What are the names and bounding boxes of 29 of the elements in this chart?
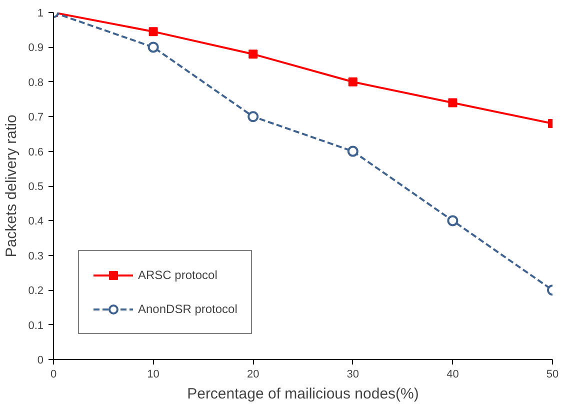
point [448, 98, 458, 108]
x-tick-label: 20 [246, 368, 260, 380]
x-tick-label: 40 [446, 368, 459, 380]
y-tick-label: 0.7 [28, 112, 44, 124]
point [148, 42, 159, 53]
y-tick-label: 0.9 [28, 42, 44, 54]
y-tick-label: 0.4 [28, 216, 44, 228]
legend-label: ARSC protocol [138, 268, 218, 282]
y-tick-label: 0 [37, 354, 44, 366]
point [148, 27, 158, 36]
point [347, 146, 358, 157]
y-tick-label: 0.8 [28, 76, 44, 89]
y-tick-label: 0.5 [28, 181, 44, 193]
x-tick-label: 50 [546, 368, 559, 380]
y-axis-title: Packets delivery ratio [3, 114, 20, 258]
x-tick-label: 0 [50, 368, 57, 380]
point [447, 215, 458, 226]
y-tick-label: 1 [37, 8, 44, 20]
y-tick-label: 0.6 [28, 146, 44, 158]
y-tick-label: 0.1 [28, 320, 44, 332]
x-tick-label: 10 [147, 368, 160, 380]
x-axis-title: Percentage of mailicious nodes(%) [187, 386, 419, 402]
legend-label: AnonDSR protocol [138, 302, 238, 316]
point [248, 111, 259, 122]
point [348, 77, 358, 86]
point [248, 50, 258, 59]
x-tick-label: 30 [346, 368, 360, 380]
y-tick-label: 0.3 [28, 250, 44, 262]
y-tick-label: 0.2 [28, 285, 44, 298]
